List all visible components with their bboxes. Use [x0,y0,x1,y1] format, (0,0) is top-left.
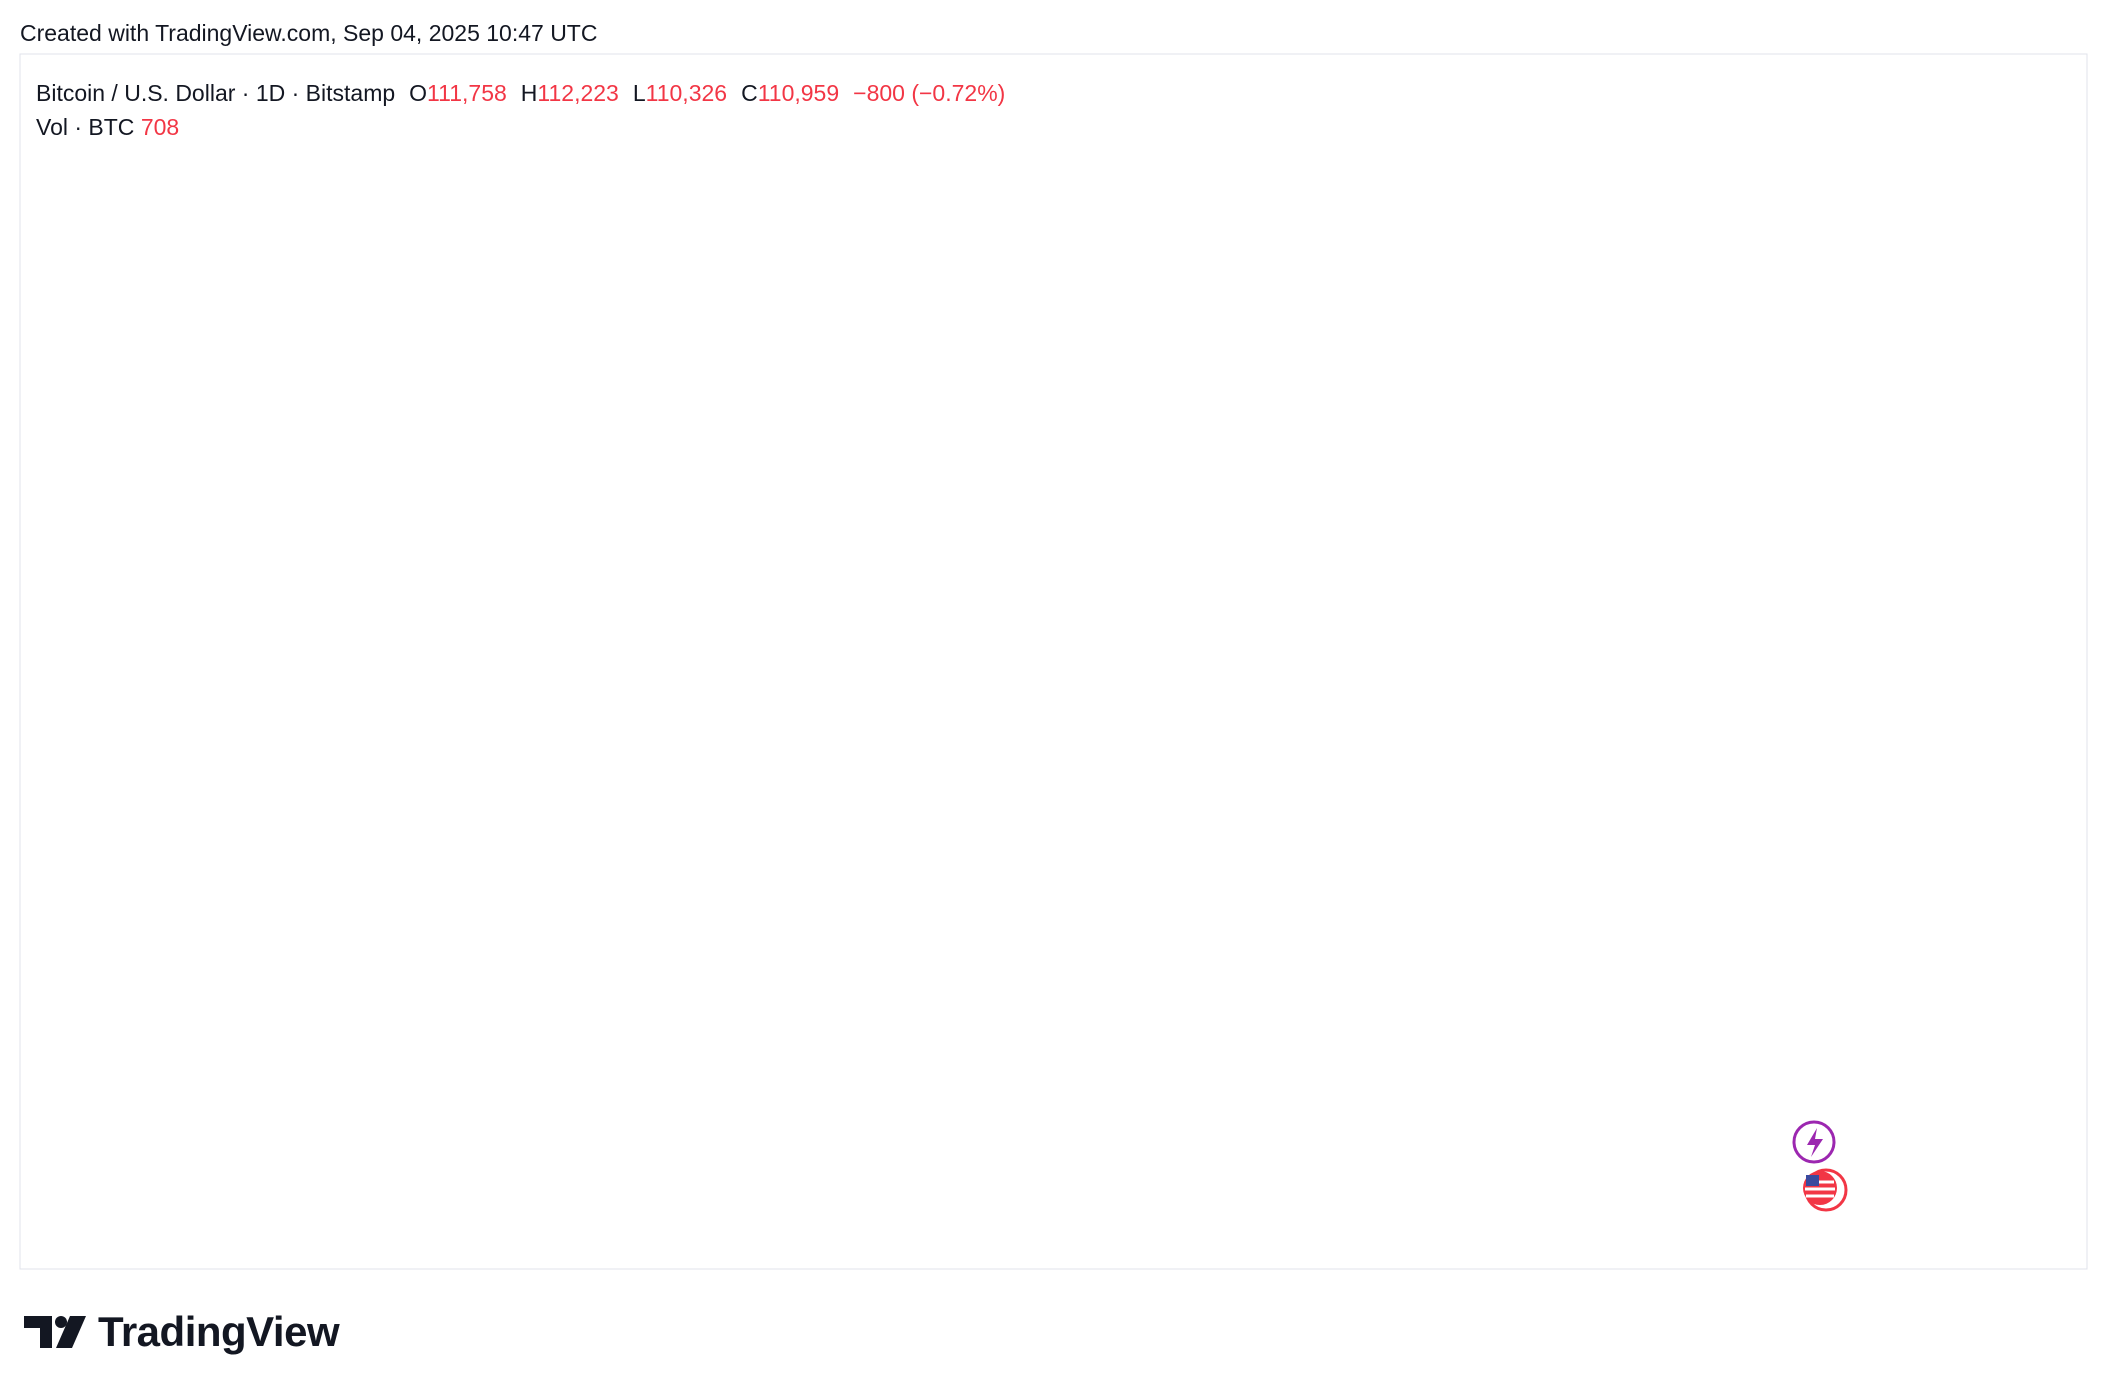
ohlc-fields: O111,758 H112,223 L110,326 C110,959 [395,80,839,106]
ohlc-value: 110,326 [645,80,728,106]
ohlc-key: C [741,80,758,106]
logo-dot [55,1316,67,1328]
legend-row: Bitcoin / U.S. Dollar · 1D · Bitstamp O11… [36,76,1005,110]
logo-seven [24,1316,52,1348]
lightning-icon [1807,1128,1823,1157]
ohlc-value: 112,223 [537,80,619,106]
legend: Bitcoin / U.S. Dollar · 1D · Bitstamp O11… [36,76,1005,144]
legend-row: Vol · BTC 708 [36,110,1005,144]
volume-title: Vol · BTC [36,114,135,140]
ohlc-value: 111,758 [427,80,507,106]
brand-logo [24,1316,86,1348]
header-text: Created with TradingView.com, Sep 04, 20… [20,20,598,46]
volume-value: 708 [140,114,180,140]
chart-frame [19,53,2088,1270]
price-change: −800 (−0.72%) [853,80,1006,106]
logo-slash [56,1316,86,1348]
ohlc-value: 110,959 [757,80,840,106]
brand-name: TradingView [98,1308,340,1355]
ohlc-key: L [632,80,646,106]
ohlc-key: H [520,80,538,106]
ohlc-key: O [409,80,428,106]
flag-canton [1806,1175,1819,1186]
symbol-name: Bitcoin / U.S. Dollar · 1D · Bitstamp [36,80,396,106]
